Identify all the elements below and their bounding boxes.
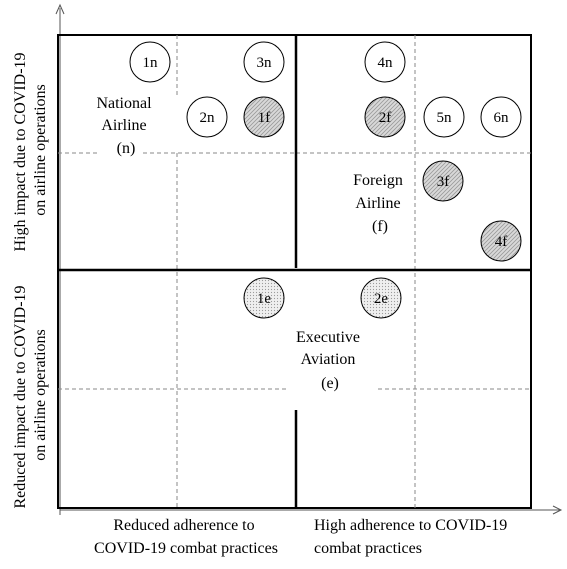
node-circle xyxy=(364,41,406,83)
dashed-grid xyxy=(58,35,531,508)
node-label: 2e xyxy=(374,291,389,307)
node-label: 4f xyxy=(495,234,508,250)
node-2e: 2e xyxy=(360,277,402,319)
quadrant-dividers xyxy=(58,35,531,508)
node-label: 4n xyxy=(378,55,394,71)
node-1f: 1f xyxy=(243,96,285,138)
node-circle xyxy=(243,41,285,83)
x-axis-label-high: High adherence to COVID-19 combat practi… xyxy=(314,517,511,557)
plot-frame xyxy=(57,34,532,509)
group-label-foreign: Foreign Airline (f) xyxy=(353,172,407,235)
node-label: 2f xyxy=(379,110,392,126)
y-axis-arrow xyxy=(55,3,65,515)
node-3n: 3n xyxy=(243,41,285,83)
node-circle xyxy=(243,277,285,319)
node-5n: 5n xyxy=(423,96,465,138)
y-axis-label-reduced: Reduced impact due to COVID-19 on airlin… xyxy=(12,281,49,508)
node-1e: 1e xyxy=(243,277,285,319)
node-label: 6n xyxy=(494,110,510,126)
node-2n: 2n xyxy=(186,96,228,138)
node-label: 2n xyxy=(200,110,216,126)
node-circle xyxy=(186,96,228,138)
node-label: 5n xyxy=(437,110,453,126)
node-circle xyxy=(364,96,406,138)
node-label: 3f xyxy=(437,174,450,190)
group-label-executive: Executive Aviation (e) xyxy=(296,329,364,392)
node-6n: 6n xyxy=(480,96,522,138)
group-label-national: National Airline (n) xyxy=(96,95,155,157)
nodes-layer: 1n 3n 2n 1f 4n 2f 5n 6n 3f 4f 1e 2e xyxy=(129,41,522,319)
node-label: 1n xyxy=(143,55,159,71)
node-4f: 4f xyxy=(480,220,522,262)
node-1n: 1n xyxy=(129,41,171,83)
node-circle xyxy=(360,277,402,319)
node-circle xyxy=(129,41,171,83)
node-2f: 2f xyxy=(364,96,406,138)
y-axis-label-high: High impact due to COVID-19 on airline o… xyxy=(12,48,49,251)
x-axis-arrow xyxy=(60,505,563,515)
node-circle xyxy=(423,96,465,138)
x-axis-label-reduced: Reduced adherence to COVID-19 combat pra… xyxy=(94,517,278,557)
node-circle xyxy=(422,160,464,202)
node-circle xyxy=(243,96,285,138)
node-label: 1f xyxy=(258,110,271,126)
node-label: 3n xyxy=(257,55,273,71)
node-circle xyxy=(480,96,522,138)
node-circle xyxy=(480,220,522,262)
node-4n: 4n xyxy=(364,41,406,83)
node-label: 1e xyxy=(257,291,272,307)
node-3f: 3f xyxy=(422,160,464,202)
